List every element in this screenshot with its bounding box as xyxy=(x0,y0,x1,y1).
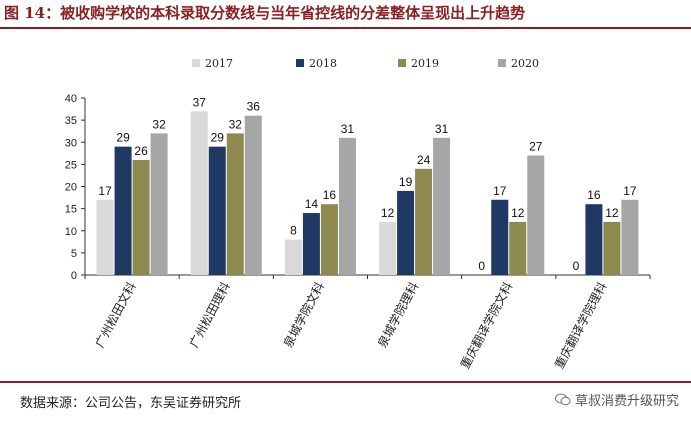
x-tick-label: 广州松田文科 xyxy=(92,279,139,350)
y-tick-label: 25 xyxy=(65,159,77,171)
data-label: 26 xyxy=(134,144,148,158)
data-label: 32 xyxy=(229,117,243,131)
legend-swatch-2020 xyxy=(498,59,506,67)
bar-2020-5 xyxy=(621,200,638,275)
bar-chart: 2017 2018 2019 2020 0 5 10 15 20 25 30 35 40 17 29 26 32… xyxy=(0,30,691,380)
watermark-text: 草叔消费升级研究 xyxy=(575,390,679,409)
bar-2020-2 xyxy=(339,138,356,275)
data-label: 29 xyxy=(211,131,225,145)
bar-2017-0 xyxy=(97,200,114,275)
y-tick-label: 30 xyxy=(65,137,77,149)
data-label: 31 xyxy=(435,122,449,136)
data-label: 12 xyxy=(605,206,619,220)
y-tick-label: 40 xyxy=(65,93,77,105)
data-label: 17 xyxy=(493,184,507,198)
y-tick-label: 10 xyxy=(65,226,77,238)
bar-2019-1 xyxy=(227,133,244,275)
bar-2018-2 xyxy=(303,213,320,275)
bar-2019-3 xyxy=(415,169,432,275)
y-tick-label: 15 xyxy=(65,204,77,216)
data-label: 8 xyxy=(290,224,297,238)
data-label: 31 xyxy=(341,122,355,136)
x-tick-label: 重庆翻译学院理科 xyxy=(551,279,609,371)
bar-2020-0 xyxy=(151,133,168,275)
data-label: 12 xyxy=(381,206,395,220)
bottom-divider xyxy=(0,381,691,383)
legend-swatch-2019 xyxy=(398,59,406,67)
y-tick-label: 35 xyxy=(65,115,77,127)
bar-2017-2 xyxy=(285,240,302,275)
data-label: 0 xyxy=(573,259,580,273)
x-tick-label: 泉城学院文科 xyxy=(280,279,327,350)
figure-title: 图 14：被收购学校的本科录取分数线与当年省控线的分差整体呈现出上升趋势 xyxy=(4,2,687,24)
data-label: 16 xyxy=(587,188,601,202)
data-label: 19 xyxy=(399,175,413,189)
watermark: 草叔消费升级研究 xyxy=(555,390,679,409)
legend-swatch-2018 xyxy=(296,59,304,67)
top-divider xyxy=(0,27,691,29)
data-label: 29 xyxy=(116,131,130,145)
bar-2018-5 xyxy=(585,204,602,275)
data-label: 14 xyxy=(305,197,319,211)
bar-2018-1 xyxy=(209,147,226,275)
legend-label-2018: 2018 xyxy=(309,57,337,70)
legend-label-2019: 2019 xyxy=(411,57,439,70)
data-label: 0 xyxy=(478,259,485,273)
legend-label-2017: 2017 xyxy=(205,57,233,70)
data-label: 32 xyxy=(152,117,166,131)
data-label: 24 xyxy=(417,153,431,167)
bar-2019-5 xyxy=(603,222,620,275)
x-tick-label: 泉城学院理科 xyxy=(374,279,421,350)
bar-2019-0 xyxy=(133,160,150,275)
legend-swatch-2017 xyxy=(192,59,200,67)
data-label: 17 xyxy=(623,184,637,198)
y-tick-label: 5 xyxy=(71,248,77,260)
data-source: 数据来源：公司公告，东吴证券研究所 xyxy=(20,392,241,411)
bar-2019-2 xyxy=(321,204,338,275)
bar-2019-4 xyxy=(509,222,526,275)
data-label: 36 xyxy=(247,100,261,114)
data-label: 17 xyxy=(98,184,112,198)
legend-label-2020: 2020 xyxy=(511,57,539,70)
data-label: 37 xyxy=(193,95,207,109)
bar-2017-1 xyxy=(191,111,208,275)
x-tick-label: 重庆翻译学院文科 xyxy=(457,279,515,371)
y-tick-label: 0 xyxy=(71,270,77,282)
bar-2017-3 xyxy=(379,222,396,275)
x-tick-label: 广州松田理科 xyxy=(187,280,233,350)
bar-2018-4 xyxy=(491,200,508,275)
data-label: 12 xyxy=(511,206,525,220)
y-tick-label: 20 xyxy=(65,182,77,194)
data-label: 16 xyxy=(323,188,337,202)
bar-2020-3 xyxy=(433,138,450,275)
bar-2018-0 xyxy=(115,147,132,275)
bar-2020-1 xyxy=(245,116,262,275)
bar-2018-3 xyxy=(397,191,414,275)
data-label: 27 xyxy=(529,140,543,154)
bar-2020-4 xyxy=(527,156,544,275)
wechat-icon xyxy=(555,393,571,406)
